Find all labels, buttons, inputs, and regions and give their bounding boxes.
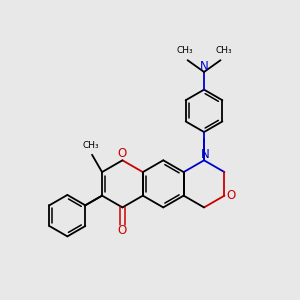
Text: O: O	[226, 188, 236, 202]
Text: N: N	[201, 148, 210, 161]
Text: N: N	[200, 60, 208, 73]
Text: O: O	[118, 147, 127, 160]
Text: CH₃: CH₃	[82, 141, 99, 150]
Text: O: O	[118, 224, 127, 237]
Text: CH₃: CH₃	[176, 46, 193, 55]
Text: CH₃: CH₃	[215, 46, 232, 55]
